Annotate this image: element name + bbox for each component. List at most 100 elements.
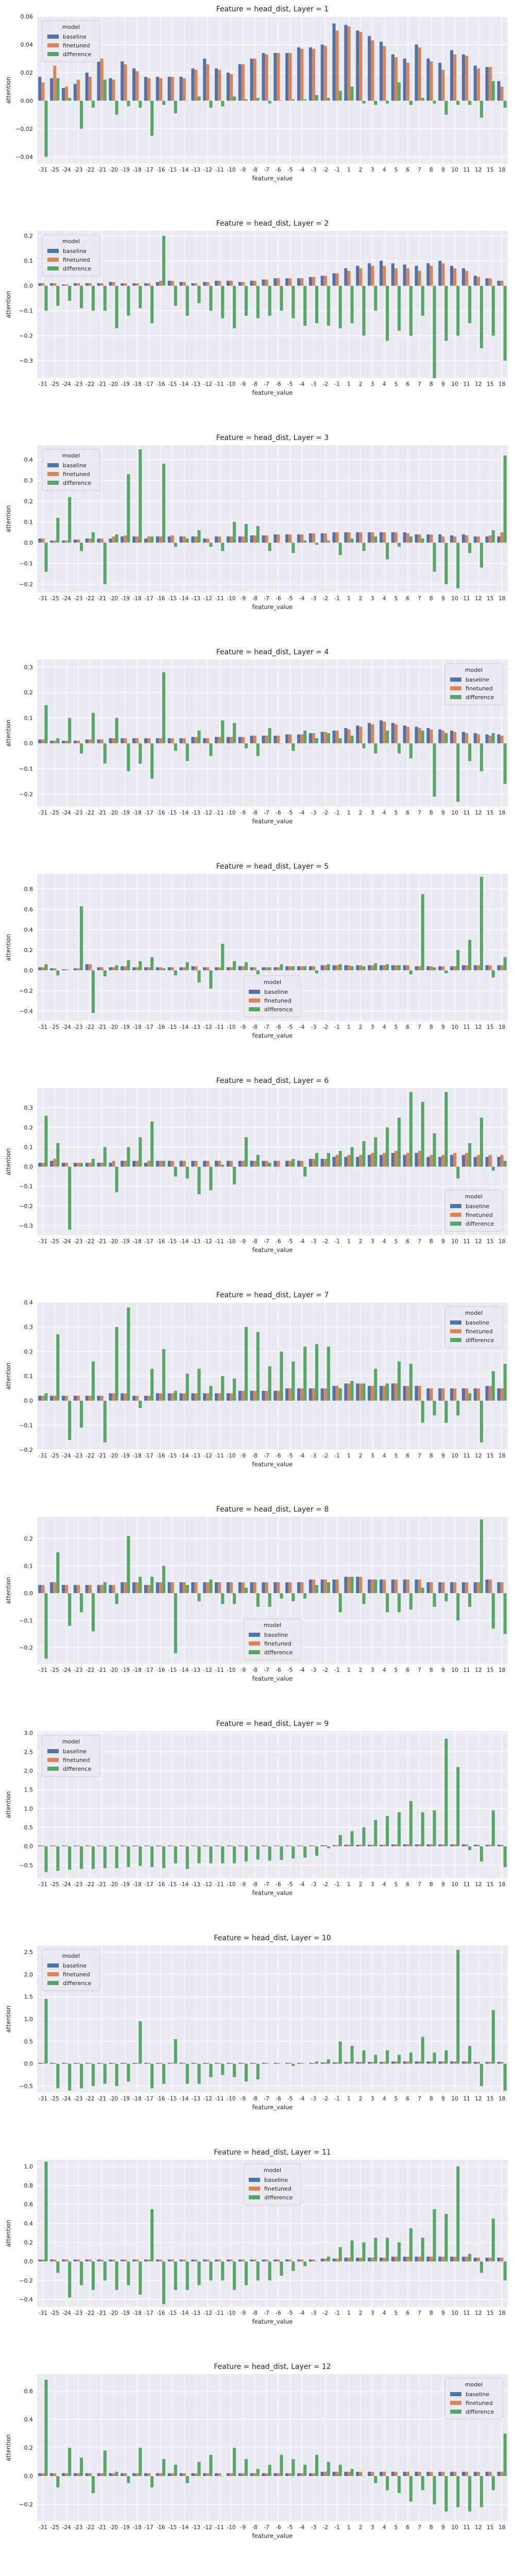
x-tick-label: -15 xyxy=(168,810,177,816)
bar-finetuned xyxy=(100,2062,104,2064)
bar-difference xyxy=(397,2055,401,2064)
bar-difference xyxy=(91,713,95,743)
x-tick-label: -14 xyxy=(180,1453,188,1459)
bar-baseline xyxy=(379,2062,383,2064)
bar-baseline xyxy=(61,284,65,286)
x-tick-label: 6 xyxy=(406,2310,409,2316)
bar-baseline xyxy=(438,1582,442,1594)
bar-difference xyxy=(91,970,95,1013)
y-tick-label: 0.0 xyxy=(24,2061,33,2067)
x-tick-label: -9 xyxy=(241,1882,246,1888)
bar-baseline xyxy=(391,2471,394,2476)
bar-baseline xyxy=(38,538,42,543)
bar-difference xyxy=(468,2046,472,2064)
bar-baseline xyxy=(50,1845,54,1846)
bar-difference xyxy=(56,970,60,976)
x-tick-label: -6 xyxy=(276,167,281,173)
bar-finetuned xyxy=(53,2259,57,2262)
bar-baseline xyxy=(167,967,171,971)
x-tick-label: -3 xyxy=(311,2524,316,2531)
bar-finetuned xyxy=(218,1393,221,1401)
y-tick-label: 0.5 xyxy=(24,1824,33,1831)
x-tick-label: -21 xyxy=(97,596,106,602)
bar-finetuned xyxy=(206,1393,210,1401)
x-tick-label: 8 xyxy=(430,810,433,816)
bar-difference xyxy=(162,100,166,105)
bar-difference xyxy=(421,97,424,101)
bar-baseline xyxy=(450,535,454,543)
bar-difference xyxy=(374,743,377,754)
bar-difference xyxy=(162,1846,166,1869)
bar-difference xyxy=(91,2063,95,2086)
chart-panel: −0.4−0.20.00.20.40.60.8-31 -25 -24 -23 -22 -2… xyxy=(5,862,508,1039)
bar-finetuned xyxy=(170,1582,174,1594)
x-tick-label: 12 xyxy=(475,1453,482,1459)
x-tick-label: 12 xyxy=(475,2096,482,2102)
x-tick-label: -15 xyxy=(168,2524,177,2531)
x-tick-label: -17 xyxy=(144,1882,153,1888)
bar-difference xyxy=(44,285,48,311)
legend-entry: finetuned xyxy=(63,257,90,263)
x-tick-label: -1 xyxy=(334,1453,339,1459)
bar-baseline xyxy=(379,532,383,543)
chart-title: Feature = head_dist, Layer = 12 xyxy=(214,2363,331,2371)
x-tick-label: -4 xyxy=(299,2096,305,2102)
bar-finetuned xyxy=(430,1582,433,1594)
bar-difference xyxy=(503,100,507,108)
bar-difference xyxy=(280,2261,283,2276)
bar-baseline xyxy=(344,25,348,101)
x-tick-label: 15 xyxy=(487,167,493,173)
bar-baseline xyxy=(144,538,148,543)
bar-finetuned xyxy=(265,2473,268,2476)
bar-difference xyxy=(233,1166,236,1184)
x-tick-label: -20 xyxy=(109,596,118,602)
chart-panel: −0.2−0.10.00.10.20.3-31 -25 -24 -23 -22 -21 -2… xyxy=(5,648,508,825)
chart-title: Feature = head_dist, Layer = 6 xyxy=(216,1077,329,1085)
y-tick-label: 0.0 xyxy=(24,2258,33,2265)
bar-difference xyxy=(350,285,354,324)
bar-finetuned xyxy=(359,31,363,101)
bar-finetuned xyxy=(476,1155,480,1167)
bar-finetuned xyxy=(206,64,210,101)
bar-difference xyxy=(291,99,295,101)
x-tick-label: 8 xyxy=(430,1667,433,1673)
legend-swatch xyxy=(47,35,59,39)
bar-difference xyxy=(315,1846,319,1856)
bar-baseline xyxy=(215,2062,218,2064)
x-tick-label: -17 xyxy=(144,1667,153,1673)
bar-baseline xyxy=(332,273,336,286)
bar-difference xyxy=(103,285,107,311)
bar-baseline xyxy=(497,1582,501,1594)
y-tick-label: 0.0 xyxy=(24,967,33,974)
bar-baseline xyxy=(156,2259,159,2262)
x-tick-label: -20 xyxy=(109,810,118,816)
y-tick-label: 2.0 xyxy=(24,1971,33,1978)
bar-finetuned xyxy=(65,969,68,971)
x-tick-label: -7 xyxy=(264,1453,269,1459)
bar-finetuned xyxy=(206,282,210,286)
x-axis-label: feature_value xyxy=(252,1889,293,1896)
bar-baseline xyxy=(167,2062,171,2064)
bar-finetuned xyxy=(194,966,198,971)
bar-baseline xyxy=(144,1162,148,1167)
x-tick-label: -10 xyxy=(227,1667,235,1673)
bar-baseline xyxy=(426,263,430,286)
bar-difference xyxy=(362,743,366,749)
bar-difference xyxy=(256,1593,260,1607)
bar-finetuned xyxy=(383,2062,386,2064)
bar-finetuned xyxy=(135,1396,139,1401)
bar-baseline xyxy=(473,733,477,743)
x-tick-label: 3 xyxy=(371,1024,374,1030)
y-axis-label: attention xyxy=(5,1791,12,1818)
bar-difference xyxy=(209,970,213,989)
bar-finetuned xyxy=(218,2259,221,2262)
bar-difference xyxy=(491,530,495,543)
x-tick-label: 9 xyxy=(441,1239,445,1245)
bar-finetuned xyxy=(430,1155,433,1167)
bar-difference xyxy=(468,2253,472,2262)
bar-finetuned xyxy=(112,1161,115,1167)
bar-baseline xyxy=(132,1845,136,1846)
y-tick-label: 0.04 xyxy=(21,41,33,48)
legend-entry: finetuned xyxy=(466,2400,493,2406)
x-tick-label: -12 xyxy=(203,596,212,602)
